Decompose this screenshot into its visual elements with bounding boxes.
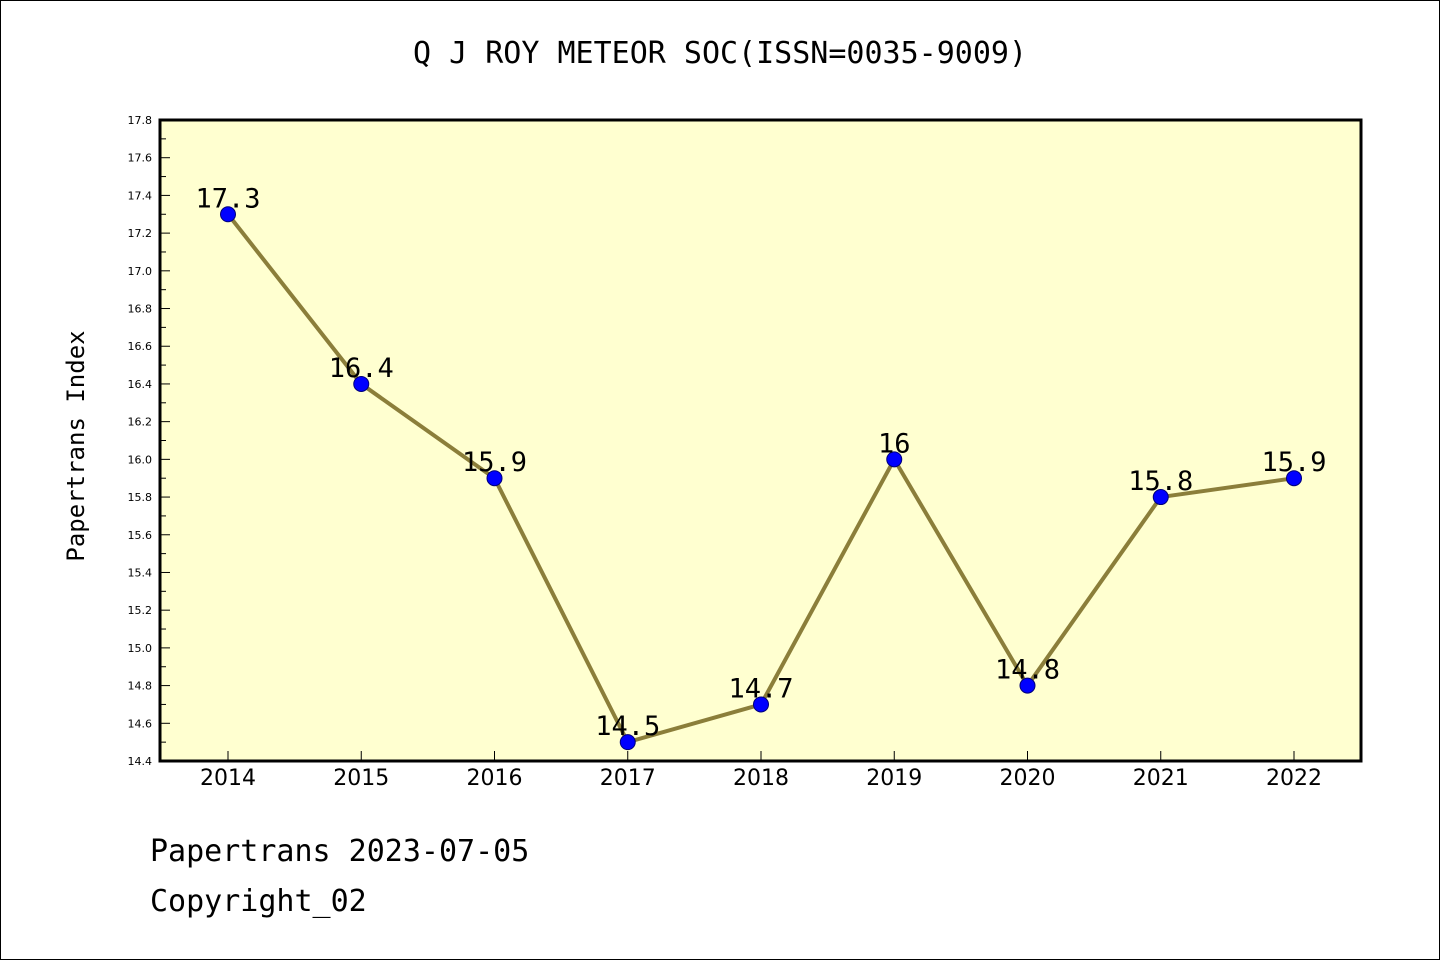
y-tick-label: 17.0 [128, 265, 153, 278]
x-tick-label: 2020 [1000, 766, 1056, 791]
chart-title: Q J ROY METEOR SOC(ISSN=0035-9009) [412, 36, 1028, 71]
x-axis-ticks: 2014 2015 2016 2017 2018 2019 2020 2021 2022 [200, 751, 1322, 791]
data-label: 14.8 [995, 655, 1060, 686]
y-tick-label: 17.8 [128, 114, 153, 127]
data-label: 16.4 [329, 353, 394, 384]
y-tick-label: 16.4 [128, 378, 153, 391]
x-tick-label: 2016 [467, 766, 523, 791]
y-tick-label: 16.0 [128, 453, 153, 466]
y-tick-label: 15.8 [128, 491, 153, 504]
x-tick-label: 2014 [200, 766, 256, 791]
footer-date: Papertrans 2023-07-05 [150, 834, 530, 869]
y-tick-label: 17.4 [128, 189, 153, 202]
y-tick-label: 17.6 [128, 152, 153, 165]
data-label: 15.8 [1128, 466, 1193, 497]
y-tick-label: 16.6 [128, 340, 153, 353]
y-tick-label: 15.4 [128, 566, 153, 579]
y-tick-label: 14.8 [128, 680, 153, 693]
data-point [619, 734, 636, 751]
y-tick-label: 17.2 [128, 227, 153, 240]
plot-border [158, 118, 1363, 763]
y-axis-ticks: 14.4 14.6 14.8 15.0 15.2 15.4 15.6 15.8 16.0 16.2… [128, 114, 170, 768]
x-tick-label: 2017 [600, 766, 656, 791]
data-label: 15.9 [462, 447, 527, 478]
x-tick-label: 2018 [733, 766, 789, 791]
data-label: 17.3 [195, 183, 260, 214]
y-tick-label: 16.2 [128, 416, 153, 429]
data-point [353, 375, 370, 392]
y-tick-label: 15.6 [128, 529, 153, 542]
data-label: 14.5 [595, 711, 660, 742]
y-tick-label: 15.0 [128, 642, 153, 655]
x-tick-label: 2015 [333, 766, 389, 791]
data-label: 14.7 [728, 673, 793, 704]
x-tick-label: 2019 [866, 766, 922, 791]
y-axis-label: Papertrans Index [62, 330, 90, 561]
data-point [1286, 470, 1302, 487]
data-point [1152, 489, 1169, 506]
footer-copyright: Copyright_02 [150, 884, 367, 919]
y-tick-label: 15.2 [128, 604, 153, 617]
data-point [753, 696, 769, 713]
data-label: 16 [878, 428, 911, 459]
data-point [220, 206, 236, 223]
plot-area [160, 120, 1361, 761]
series-layer: 17.3 16.4 15.9 14.5 14.7 16 14.8 15.8 15.9 [195, 183, 1327, 751]
x-tick-label: 2021 [1133, 766, 1189, 791]
y-tick-label: 16.8 [128, 303, 153, 316]
data-label: 15.9 [1261, 447, 1326, 478]
data-point [1019, 677, 1036, 694]
data-point [886, 451, 903, 468]
y-tick-label: 14.4 [128, 755, 153, 768]
x-tick-label: 2022 [1266, 766, 1322, 791]
y-tick-label: 14.6 [128, 717, 153, 730]
data-point [486, 470, 503, 487]
